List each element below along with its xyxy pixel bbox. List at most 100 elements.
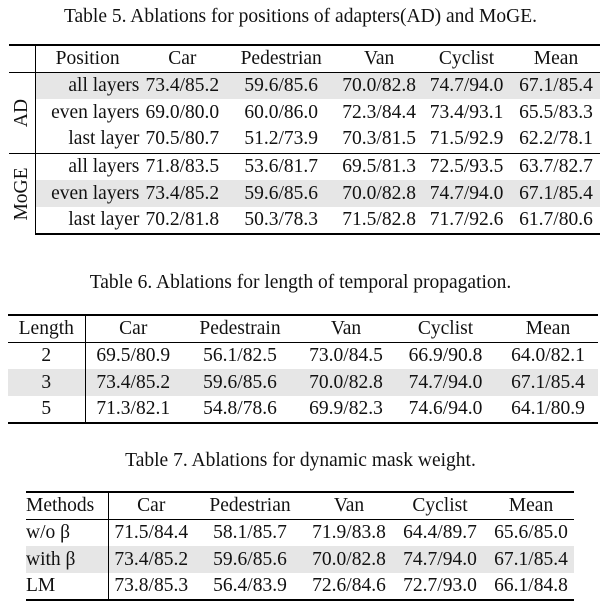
table-cell: 73.8/85.3 [107,573,194,601]
table7-caption: Table 7. Ablations for dynamic mask weig… [125,450,476,471]
table-cell: 50.3/78.3 [225,207,338,235]
table-cell: with β [26,548,76,570]
table-cell: 73.4/93.1 [429,101,504,123]
table-cell: 64.0/82.1 [498,341,598,369]
table-cell: 67.1/85.4 [512,71,600,99]
table-cell: 72.3/84.4 [342,101,416,123]
table6-header-van: Van [299,314,393,342]
table-cell: 71.5/92.9 [429,128,504,150]
table6-header-length: Length [8,314,85,342]
table-cell: 54.8/78.6 [181,396,299,424]
table7-header-car: Car [107,491,194,519]
table-cell: 67.1/85.4 [519,182,593,204]
table5-header-van: Van [337,44,422,72]
table-cell: 70.0/82.8 [309,371,383,393]
table5-header-row: Position Car Pedestrian Van Cyclist Mean [9,44,600,72]
table-cell: 67.1/85.4 [511,371,585,393]
table-cell: 59.6/85.6 [203,371,277,393]
table-cell: 72.6/84.6 [306,573,392,601]
table-row: even layers 69.0/80.0 60.0/86.0 72.3/84.… [9,99,600,126]
table-row: 2 69.5/80.9 56.1/82.5 73.0/84.5 66.9/90.… [8,341,598,369]
table-cell: even layers [34,99,140,126]
table-row: MoGE all layers 71.8/83.5 53.6/81.7 69.5… [9,152,600,234]
table-row: 5 71.3/82.1 54.8/78.6 69.9/82.3 74.6/94.… [8,396,598,424]
table-cell: 5 [8,396,85,424]
table-cell: 70.3/81.5 [342,128,416,150]
table-cell: 72.7/93.0 [392,573,488,601]
table-row: w/o β 71.5/84.4 58.1/85.7 71.9/83.8 64.4… [26,518,574,546]
table6-header-car: Car [84,314,181,342]
table-cell: 70.0/82.8 [312,548,386,570]
table-cell: 70.5/80.7 [145,128,220,150]
table-cell: 65.6/85.0 [488,518,574,546]
table-cell: 56.4/83.9 [194,573,306,601]
table5: Position Car Pedestrian Van Cyclist Mean… [9,44,600,235]
table-cell: 74.7/94.0 [403,548,477,570]
table6-header-row: Length Car Pedestrain Van Cyclist Mean [8,314,598,342]
table7-header-pedestrian: Pedestrian [194,491,306,519]
table-cell: 62.2/78.1 [519,128,593,150]
table-cell: 65.5/83.3 [519,101,593,123]
table-cell: 58.1/85.7 [194,518,306,546]
table7: Methods Car Pedestrian Van Cyclist Mean … [26,491,574,601]
table-cell: 59.6/85.6 [225,71,338,99]
table-cell: 2 [8,341,85,369]
table-cell: 64.1/80.9 [498,396,598,424]
table-cell: LM [26,573,108,601]
table5-header-car: Car [139,44,226,72]
table6-caption: Table 6. Ablations for length of tempora… [89,272,512,293]
table-row: with β 73.4/85.2 59.6/85.6 70.0/82.8 74.… [26,546,574,573]
table-cell: 73.0/84.5 [299,341,393,369]
table6-header-pedestrain: Pedestrain [181,314,299,342]
table-cell: 64.4/89.7 [392,518,488,546]
table6: Length Car Pedestrain Van Cyclist Mean 2… [8,314,598,424]
table-cell: 69.0/80.0 [145,101,220,123]
table5-group-label-moge: MoGE [9,152,36,234]
table-cell: 56.1/82.5 [181,341,299,369]
table-cell: even layers [34,180,140,207]
table-cell: 73.4/85.2 [84,369,181,396]
table-row: last layer 70.2/81.8 50.3/78.3 71.5/82.8… [9,207,600,235]
table-cell: 74.7/94.0 [429,182,504,204]
table-cell: 53.6/81.7 [225,152,338,180]
table7-header-cyclist: Cyclist [392,491,488,519]
table-cell: 59.6/85.6 [244,182,319,204]
table5-header-position: Position [34,44,140,72]
table-row: 3 73.4/85.2 59.6/85.6 70.0/82.8 74.7/94.… [8,369,598,396]
table-cell: 70.0/82.8 [337,71,422,99]
table-cell: 69.5/80.9 [84,341,181,369]
table-row: even layers 73.4/85.2 59.6/85.6 70.0/82.… [9,180,600,207]
table-cell: 71.9/83.8 [306,518,392,546]
table-cell: 71.5/84.4 [107,518,194,546]
table-cell: all layers [34,152,140,180]
table7-header-van: Van [306,491,392,519]
table5-group-label-ad: AD [9,71,36,153]
table-cell: last layer [34,126,140,153]
table-cell: 74.7/94.0 [408,371,483,393]
table-cell: w/o β [26,518,108,546]
table-cell: 60.0/86.0 [244,101,319,123]
table-cell: last layer [34,207,140,235]
table-cell: 59.6/85.6 [213,548,287,570]
table-cell: 63.7/82.7 [512,152,600,180]
table-cell: 73.4/85.2 [145,182,220,204]
table5-caption: Table 5. Ablations for positions of adap… [63,6,538,27]
table6-header-mean: Mean [498,314,598,342]
table-cell: 74.7/94.0 [421,71,513,99]
table-cell: 71.8/83.5 [139,152,226,180]
table-cell: 70.0/82.8 [342,182,416,204]
table-cell: 51.2/73.9 [244,128,319,150]
table-cell: 66.9/90.8 [393,341,498,369]
table-cell: 67.1/85.4 [494,548,568,570]
table-cell: 70.2/81.8 [139,207,226,235]
table-row: last layer 70.5/80.7 51.2/73.9 70.3/81.5… [9,126,600,153]
table5-header-mean: Mean [512,44,600,72]
table-cell: all layers [34,71,140,99]
table-cell: 61.7/80.6 [512,207,600,235]
table-cell: 3 [41,371,52,393]
table7-header-mean: Mean [488,491,574,519]
table5-header-pedestrian: Pedestrian [225,44,338,72]
table-cell: 71.5/82.8 [337,207,422,235]
table-row: AD all layers 73.4/85.2 59.6/85.6 70.0/8… [9,71,600,153]
table-cell: 71.3/82.1 [84,396,181,424]
